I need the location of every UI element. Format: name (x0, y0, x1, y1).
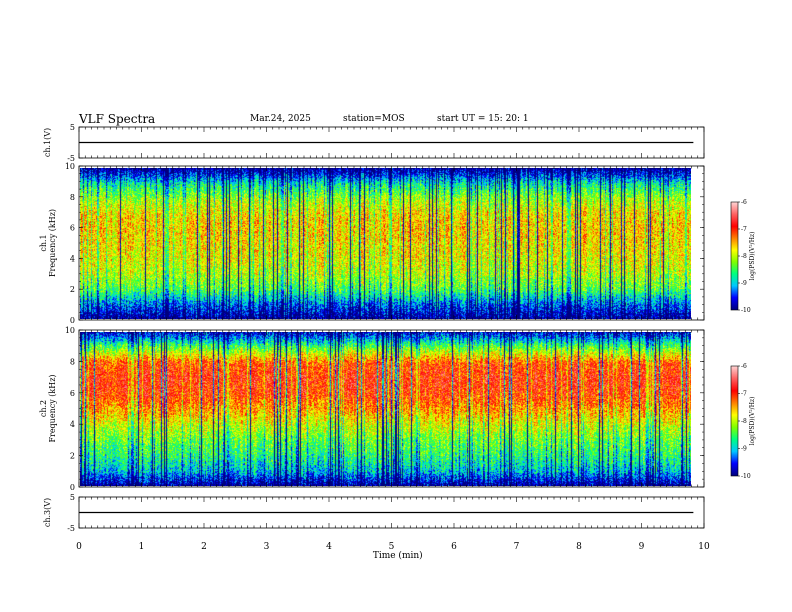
spectrogram-image (80, 168, 691, 319)
y-axis-label: Frequency (kHz) (48, 209, 57, 277)
colorbar-label: log(PSD)(V²/Hz) (749, 232, 756, 281)
colorbar-tick-label: -8 (741, 418, 747, 425)
colorbar-tick-label: -9 (741, 446, 747, 453)
y-tick-label: 6 (70, 224, 75, 233)
x-tick-label: 2 (201, 542, 207, 552)
spectrogram-image (80, 332, 691, 486)
x-tick-label: 3 (264, 542, 270, 552)
x-tick-label: 1 (139, 542, 145, 552)
y-tick-label: 4 (70, 420, 75, 429)
chart-title: VLF Spectra (79, 112, 156, 126)
y-tick-label: -5 (67, 154, 75, 163)
chart-marks: 5 -5 ch.1(V) -6 -7 -8 -9 -10 log(PSD)(V²/Hz) 0 2 4 6… (39, 123, 756, 561)
y-tick-label: 4 (70, 254, 75, 263)
header-date: Mar.24, 2025 (250, 114, 311, 124)
header-station: station=MOS (343, 114, 405, 124)
y-axis-label: ch.3(V) (43, 498, 52, 527)
colorbar (731, 366, 738, 476)
y-tick-label: -5 (67, 524, 75, 533)
colorbar (731, 202, 738, 310)
colorbar-tick-label: -10 (741, 473, 751, 480)
y-tick-label: 2 (70, 285, 75, 294)
x-axis-label: Time (min) (373, 550, 423, 561)
y-axis-label: ch.1 (39, 234, 48, 251)
y-axis-label: ch.1(V) (43, 128, 52, 157)
colorbar-tick-label: -9 (741, 280, 747, 287)
colorbar-label: log(PSD)(V²/Hz) (749, 397, 756, 446)
y-tick-label: 8 (70, 357, 75, 366)
header-start-time: start UT = 15: 20: 1 (437, 114, 529, 124)
x-tick-label: 4 (326, 542, 332, 552)
y-tick-label: 8 (70, 193, 75, 202)
x-tick-label: 8 (576, 542, 582, 552)
colorbar-tick-label: -10 (741, 307, 751, 314)
y-tick-label: 5 (70, 123, 75, 132)
y-axis-label: ch.2 (39, 400, 48, 417)
y-tick-label: 2 (70, 452, 75, 461)
colorbar-tick-label: -8 (741, 253, 747, 260)
y-tick-label: 10 (65, 326, 75, 335)
y-tick-label: 5 (70, 493, 75, 502)
y-axis-label: Frequency (kHz) (48, 374, 57, 442)
colorbar-tick-label: -7 (741, 391, 747, 398)
colorbar-tick-label: -6 (741, 363, 747, 370)
x-tick-label: 6 (451, 542, 457, 552)
x-tick-label: 10 (698, 542, 710, 552)
y-tick-label: 10 (65, 162, 75, 171)
x-tick-label: 9 (639, 542, 645, 552)
y-tick-label: 6 (70, 389, 75, 398)
x-tick-label: 7 (514, 542, 520, 552)
colorbar-tick-label: -7 (741, 226, 747, 233)
y-tick-label: 0 (70, 316, 75, 325)
colorbar-tick-label: -6 (741, 199, 747, 206)
spectrogram-images (80, 168, 738, 486)
x-tick-label: 5 (389, 542, 395, 552)
x-tick-label: 0 (76, 542, 82, 552)
y-tick-label: 0 (70, 483, 75, 492)
